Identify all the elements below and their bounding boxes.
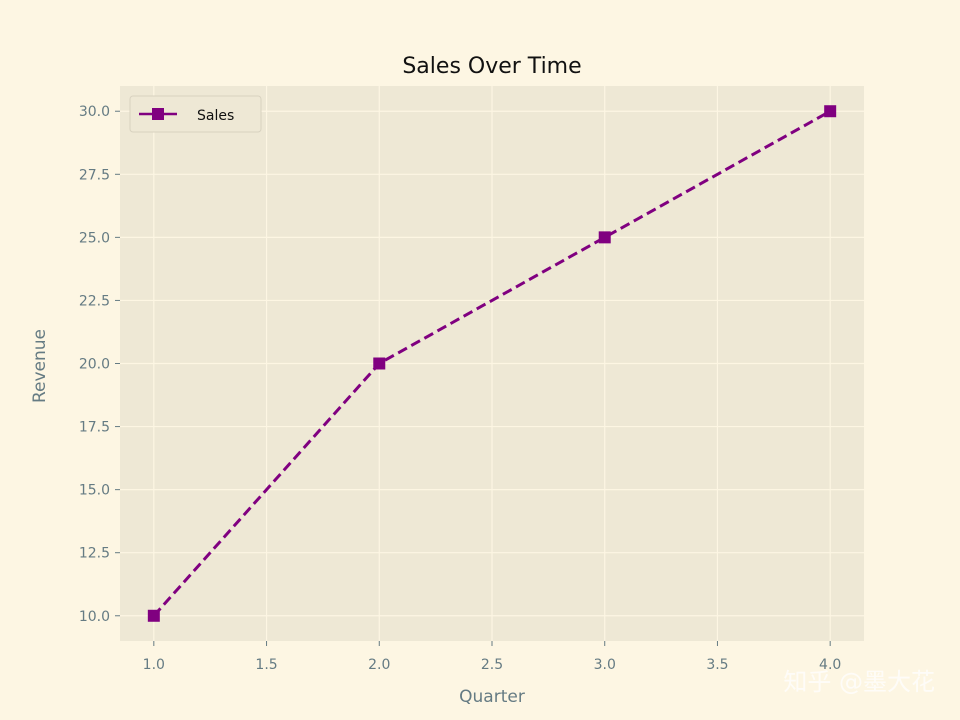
y-tick-label: 12.5	[79, 546, 110, 562]
data-point-square-marker	[373, 357, 386, 370]
y-tick-label: 30.0	[79, 104, 110, 120]
sales-line	[152, 109, 831, 617]
series-sales	[147, 105, 837, 622]
y-tick-label: 15.0	[79, 483, 110, 499]
x-axis-label: Quarter	[459, 687, 525, 707]
legend-square-marker-icon	[152, 108, 164, 120]
y-tick-label: 10.0	[79, 609, 110, 625]
y-tick-label: 20.0	[79, 357, 110, 373]
x-tick-label: 1.5	[255, 657, 277, 673]
x-tick-label: 3.0	[594, 657, 616, 673]
x-tick-label: 1.0	[143, 657, 165, 673]
x-tick-label: 4.0	[819, 657, 841, 673]
data-point-square-marker	[824, 105, 837, 118]
y-tick-label: 22.5	[79, 293, 110, 309]
axis-ticks: 1.0 1.5 2.0 2.5 3.0 3.5 4.0 10.0 12.5 15.0 17.5 20.…	[79, 104, 841, 673]
y-tick-label: 17.5	[79, 420, 110, 436]
y-tick-label: 25.0	[79, 230, 110, 246]
x-tick-label: 2.0	[368, 657, 390, 673]
chart-title: Sales Over Time	[402, 54, 581, 79]
data-point-square-marker	[147, 609, 160, 622]
x-tick-label: 3.5	[706, 657, 728, 673]
grid-lines	[120, 86, 864, 641]
watermark: 知乎 @墨大花	[783, 668, 935, 696]
x-tick-label: 2.5	[481, 657, 503, 673]
data-point-square-marker	[598, 231, 611, 244]
legend-label: Sales	[197, 108, 234, 124]
y-tick-label: 27.5	[79, 167, 110, 183]
y-axis-label: Revenue	[30, 329, 50, 403]
legend: Sales	[129, 95, 262, 133]
